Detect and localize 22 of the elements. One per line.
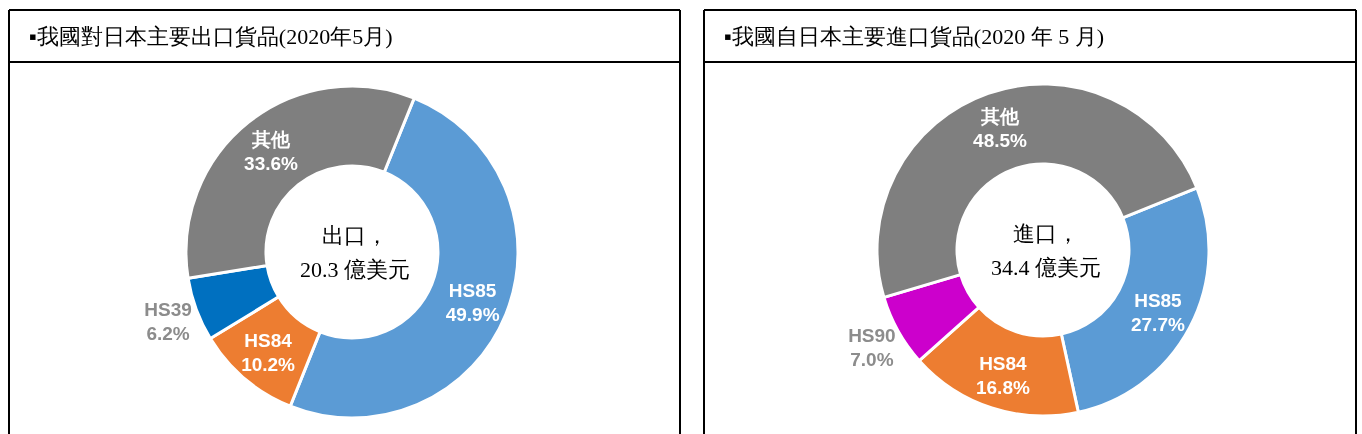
slice-label: HS85: [448, 279, 497, 301]
data-label: 49.9%: [445, 303, 500, 325]
slice-label: HS90: [848, 324, 896, 346]
data-label: 27.7%: [1130, 313, 1185, 335]
chart-title: ▪我國自日本主要進口貨品(2020 年 5 月): [724, 24, 1104, 49]
slice-label: HS39: [144, 298, 192, 320]
slice-label: 其他: [251, 129, 291, 151]
data-label: 48.5%: [973, 130, 1028, 152]
data-label: 6.2%: [146, 322, 190, 344]
data-label: 33.6%: [244, 153, 299, 175]
text: 出口，: [322, 223, 388, 248]
chart-title: ▪我國對日本主要出口貨品(2020年5月): [29, 24, 393, 49]
slice-label: HS84: [979, 352, 1028, 374]
slice-label: HS84: [244, 330, 293, 352]
slice-label: HS85: [1134, 289, 1183, 311]
data-label: 10.2%: [241, 354, 296, 376]
text: 34.4 億美元: [991, 255, 1101, 280]
data-label: 7.0%: [850, 348, 894, 370]
data-label: 16.8%: [975, 376, 1030, 398]
slice-label: 其他: [980, 106, 1021, 128]
text: 20.3 億美元: [300, 257, 410, 282]
text: 進口，: [1013, 221, 1079, 246]
